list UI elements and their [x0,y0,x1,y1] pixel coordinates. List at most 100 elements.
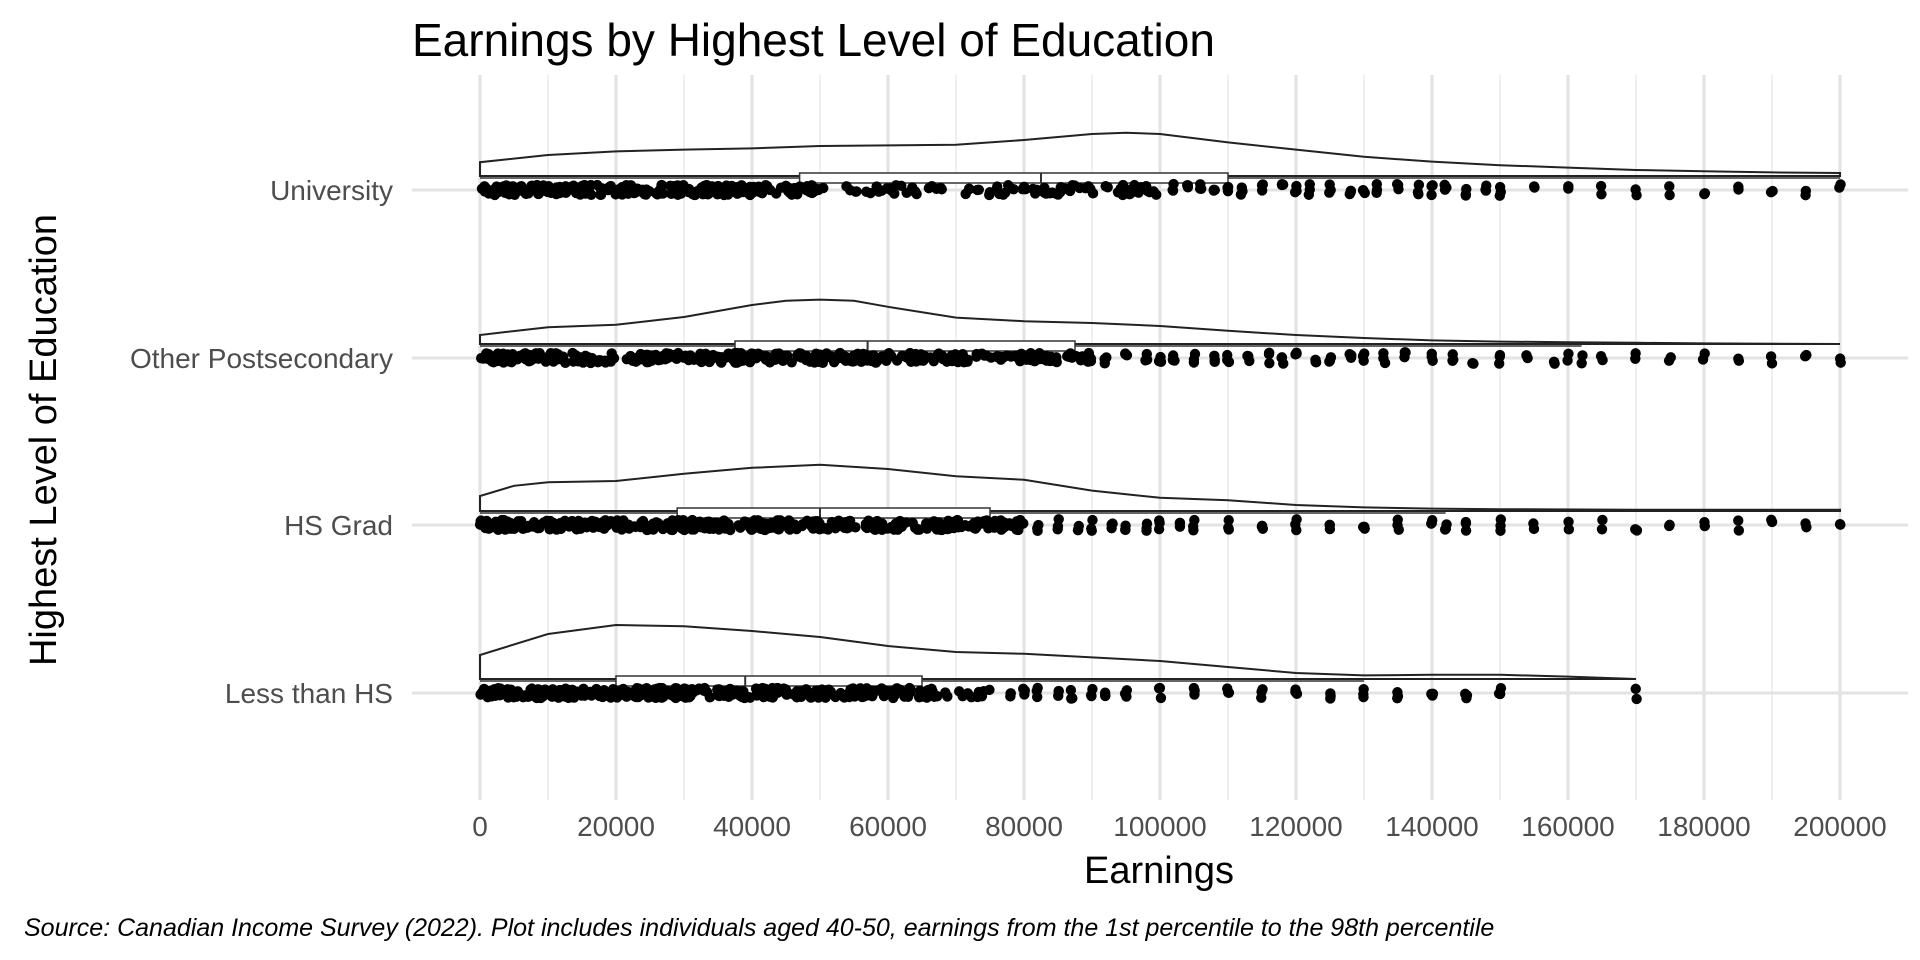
data-point [656,692,667,703]
data-point [940,687,951,698]
data-point [606,348,617,359]
data-point [1392,514,1403,525]
data-point [905,356,917,367]
data-point [1085,689,1097,701]
data-point [1393,183,1404,195]
data-point [1141,354,1153,365]
data-point [688,189,700,201]
data-point [791,686,803,697]
data-point [749,352,760,364]
data-point [1563,516,1574,528]
data-point [1495,514,1507,525]
data-point [1066,352,1078,363]
data-point [994,188,1005,200]
data-point [818,182,829,194]
data-point [598,685,610,696]
data-point [1033,519,1044,531]
data-point [715,687,727,699]
data-point [499,187,511,198]
data-point [983,523,994,534]
data-point [520,353,531,365]
data-point [984,684,995,696]
data-point [1630,348,1641,359]
x-tick-label: 200000 [1793,811,1886,842]
data-point [1276,178,1288,190]
data-point [881,685,892,697]
chart-title: Earnings by Highest Level of Education [412,14,1215,66]
data-point [1120,520,1131,531]
category-group-hs-grad [474,463,1846,537]
data-point [1167,185,1179,196]
data-point [682,688,694,699]
data-point [1209,354,1220,366]
data-point [962,356,973,367]
data-point [588,520,600,532]
data-point [957,349,968,360]
data-point [931,524,943,535]
box-iqr [798,172,1229,184]
data-point [661,521,672,532]
data-point [860,349,871,360]
data-point [1562,355,1573,366]
data-point [764,691,776,702]
category-group-less-than-hs [475,623,1642,705]
data-point [696,356,707,368]
x-tick-label: 40000 [713,811,791,842]
data-point [623,523,635,534]
data-point [1528,181,1540,192]
data-point [649,684,660,695]
data-point [1005,688,1016,699]
data-point [699,523,711,534]
data-point [849,691,860,702]
data-point [626,184,638,195]
data-point [907,517,918,529]
data-point [1264,358,1275,369]
data-point [959,519,971,531]
data-point [1324,355,1336,366]
x-tick-label: 100000 [1113,811,1206,842]
data-point [1085,183,1096,195]
data-point [810,515,821,527]
y-tick-label: HS Grad [284,510,393,541]
data-point [723,518,734,530]
data-point [727,689,738,700]
data-point [1427,180,1438,191]
data-point [626,352,637,364]
x-tick-label: 0 [472,811,488,842]
data-point [1310,357,1322,368]
data-point [1082,356,1094,367]
data-point [1631,190,1642,201]
data-point [1664,519,1675,531]
data-point [1072,525,1084,536]
data-point [921,523,933,534]
data-point [1426,518,1437,529]
data-point [873,186,884,197]
data-point [905,687,916,698]
data-point [732,349,743,360]
data-point [971,351,982,362]
data-point [867,686,879,698]
data-point [510,182,522,194]
data-point [883,347,895,359]
data-point [540,352,551,363]
data-point [794,181,806,192]
plot-marks [474,131,1846,705]
category-group-university [476,131,1846,201]
x-tick-label: 120000 [1249,811,1342,842]
data-point [1528,518,1539,529]
data-point [643,356,654,368]
data-point [1008,183,1019,195]
data-point [1291,348,1302,360]
data-point [1767,185,1778,197]
data-point [834,347,846,359]
data-point [565,685,576,697]
data-point [933,348,944,359]
data-point [1067,692,1078,704]
data-point [1664,189,1675,201]
data-point [1439,524,1451,535]
data-point [1125,188,1136,199]
data-point [544,524,555,535]
data-point [498,514,510,526]
data-point [1020,184,1031,195]
data-point [1263,348,1275,360]
